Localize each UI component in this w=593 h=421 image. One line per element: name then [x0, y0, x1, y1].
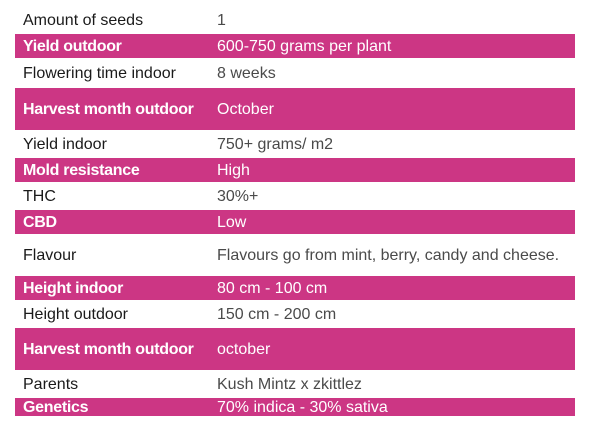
spec-value: 150 cm - 200 cm [209, 301, 575, 328]
spec-row-cbd: CBD Low [15, 209, 575, 236]
spec-label: CBD [15, 209, 209, 236]
spec-row-amount-of-seeds: Amount of seeds 1 [15, 8, 575, 34]
spec-row-yield-outdoor: Yield outdoor 600-750 grams per plant [15, 33, 575, 60]
spec-value: 600-750 grams per plant [209, 33, 575, 60]
spec-value: 750+ grams/ m2 [209, 131, 575, 158]
spec-row-height-indoor: Height indoor 80 cm - 100 cm [15, 275, 575, 302]
spec-row-mold-resistance: Mold resistance High [15, 157, 575, 184]
spec-label: Harvest month outdoor [15, 87, 209, 132]
spec-label: Height indoor [15, 275, 209, 302]
spec-value: 1 [209, 8, 575, 34]
spec-label: Harvest month outdoor [15, 327, 209, 372]
spec-label: THC [15, 183, 209, 210]
spec-value: Kush Mintz x zkittlez [209, 371, 575, 398]
spec-value: 30%+ [209, 183, 575, 210]
spec-value: Flavours go from mint, berry, candy and … [209, 235, 575, 276]
spec-row-height-outdoor: Height outdoor 150 cm - 200 cm [15, 301, 575, 328]
spec-value: 8 weeks [209, 59, 575, 88]
spec-value: october [209, 327, 575, 372]
spec-label: Height outdoor [15, 301, 209, 328]
spec-label: Amount of seeds [15, 8, 209, 34]
spec-value: October [209, 87, 575, 132]
spec-label: Yield outdoor [15, 33, 209, 60]
spec-row-parents: Parents Kush Mintz x zkittlez [15, 371, 575, 398]
spec-row-flowering-time-indoor: Flowering time indoor 8 weeks [15, 59, 575, 88]
spec-row-thc: THC 30%+ [15, 183, 575, 210]
spec-label: Flowering time indoor [15, 59, 209, 88]
spec-row-harvest-month-outdoor-2: Harvest month outdoor october [15, 327, 575, 372]
spec-row-yield-indoor: Yield indoor 750+ grams/ m2 [15, 131, 575, 158]
spec-value: High [209, 157, 575, 184]
spec-row-genetics: Genetics 70% indica - 30% sativa [15, 397, 575, 418]
spec-value: Low [209, 209, 575, 236]
spec-row-flavour: Flavour Flavours go from mint, berry, ca… [15, 235, 575, 276]
spec-label: Yield indoor [15, 131, 209, 158]
spec-label: Genetics [15, 397, 209, 418]
spec-row-harvest-month-outdoor: Harvest month outdoor October [15, 87, 575, 132]
product-specs-table: Amount of seeds 1 Yield outdoor 600-750 … [15, 8, 575, 418]
spec-label: Parents [15, 371, 209, 398]
spec-label: Flavour [15, 235, 209, 276]
spec-value: 80 cm - 100 cm [209, 275, 575, 302]
spec-value: 70% indica - 30% sativa [209, 397, 575, 418]
spec-label: Mold resistance [15, 157, 209, 184]
